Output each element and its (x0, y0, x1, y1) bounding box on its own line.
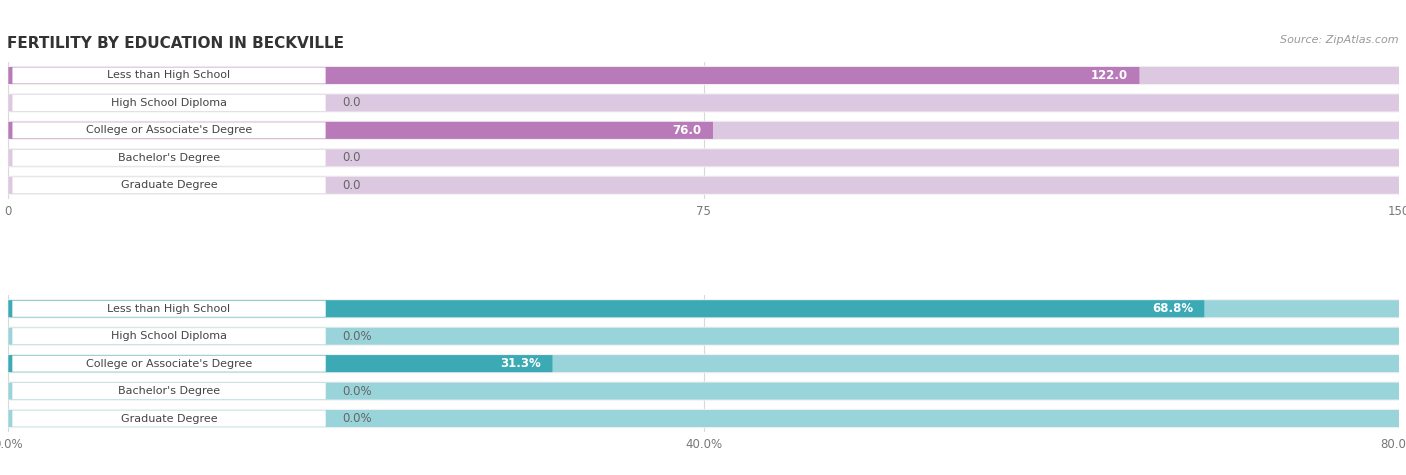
FancyBboxPatch shape (13, 122, 326, 138)
FancyBboxPatch shape (8, 355, 553, 372)
FancyBboxPatch shape (8, 95, 1399, 112)
FancyBboxPatch shape (8, 67, 1399, 84)
Text: 0.0%: 0.0% (342, 412, 371, 425)
FancyBboxPatch shape (13, 177, 326, 193)
FancyBboxPatch shape (8, 122, 1399, 139)
Text: High School Diploma: High School Diploma (111, 331, 226, 341)
Text: 0.0: 0.0 (342, 152, 361, 164)
Text: Source: ZipAtlas.com: Source: ZipAtlas.com (1281, 35, 1399, 45)
FancyBboxPatch shape (8, 328, 1399, 345)
FancyBboxPatch shape (13, 328, 326, 344)
FancyBboxPatch shape (8, 93, 1399, 113)
FancyBboxPatch shape (13, 95, 326, 111)
FancyBboxPatch shape (8, 300, 1399, 317)
FancyBboxPatch shape (8, 410, 1399, 427)
FancyBboxPatch shape (8, 176, 1399, 195)
Text: 68.8%: 68.8% (1152, 302, 1194, 315)
Text: Bachelor's Degree: Bachelor's Degree (118, 386, 221, 396)
Text: College or Associate's Degree: College or Associate's Degree (86, 125, 252, 135)
FancyBboxPatch shape (8, 122, 713, 139)
FancyBboxPatch shape (13, 301, 326, 317)
FancyBboxPatch shape (8, 66, 1399, 85)
FancyBboxPatch shape (8, 355, 1399, 372)
Text: 31.3%: 31.3% (501, 357, 541, 370)
FancyBboxPatch shape (8, 148, 1399, 167)
FancyBboxPatch shape (8, 149, 1399, 166)
Text: 0.0: 0.0 (342, 179, 361, 192)
Text: Less than High School: Less than High School (107, 70, 231, 80)
Text: 0.0%: 0.0% (342, 385, 371, 398)
FancyBboxPatch shape (8, 121, 1399, 140)
FancyBboxPatch shape (8, 381, 1399, 401)
Text: 76.0: 76.0 (672, 124, 702, 137)
FancyBboxPatch shape (13, 410, 326, 427)
FancyBboxPatch shape (8, 327, 1399, 346)
Text: 0.0: 0.0 (342, 96, 361, 109)
FancyBboxPatch shape (13, 383, 326, 399)
Text: Less than High School: Less than High School (107, 304, 231, 314)
FancyBboxPatch shape (8, 382, 1399, 399)
FancyBboxPatch shape (8, 354, 1399, 373)
FancyBboxPatch shape (8, 67, 1139, 84)
FancyBboxPatch shape (13, 67, 326, 84)
Text: Bachelor's Degree: Bachelor's Degree (118, 153, 221, 163)
FancyBboxPatch shape (8, 409, 1399, 428)
FancyBboxPatch shape (8, 300, 1205, 317)
FancyBboxPatch shape (8, 177, 1399, 194)
Text: High School Diploma: High School Diploma (111, 98, 226, 108)
Text: FERTILITY BY EDUCATION IN BECKVILLE: FERTILITY BY EDUCATION IN BECKVILLE (7, 36, 344, 51)
FancyBboxPatch shape (13, 150, 326, 166)
FancyBboxPatch shape (8, 299, 1399, 318)
Text: College or Associate's Degree: College or Associate's Degree (86, 359, 252, 369)
Text: Graduate Degree: Graduate Degree (121, 180, 218, 190)
FancyBboxPatch shape (13, 356, 326, 372)
Text: 0.0%: 0.0% (342, 330, 371, 342)
Text: 122.0: 122.0 (1091, 69, 1128, 82)
Text: Graduate Degree: Graduate Degree (121, 414, 218, 424)
